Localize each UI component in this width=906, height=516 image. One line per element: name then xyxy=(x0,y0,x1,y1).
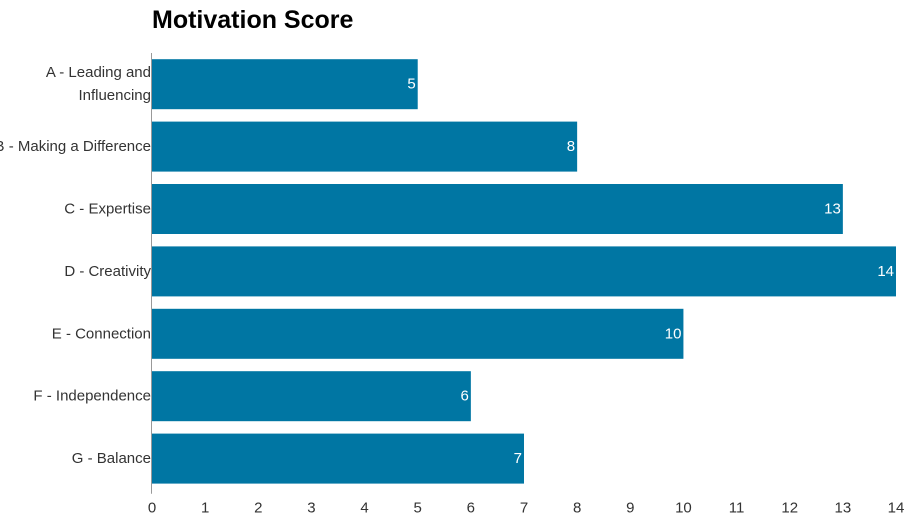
category-label: B - Making a Difference xyxy=(0,138,151,155)
x-tick-label: 2 xyxy=(254,500,262,516)
bar xyxy=(152,433,524,484)
category-label: F - Independence xyxy=(33,388,151,405)
x-axis-ticks-layer: 0 1 2 3 4 5 6 7 8 9 10 11 12 13 14 xyxy=(148,500,905,516)
x-tick-label: 1 xyxy=(201,500,209,516)
category-label: D - Creativity xyxy=(64,263,151,280)
bars-layer xyxy=(152,59,896,484)
x-tick-label: 8 xyxy=(573,500,581,516)
category-label: C - Expertise xyxy=(64,201,151,218)
x-tick-label: 10 xyxy=(675,500,692,516)
x-tick-label: 7 xyxy=(520,500,528,516)
data-label: 14 xyxy=(877,263,894,280)
x-tick-label: 4 xyxy=(360,500,368,516)
bar xyxy=(152,184,843,234)
category-label: A - Leading and Influencing xyxy=(46,64,151,104)
bar xyxy=(152,121,578,172)
data-label: 13 xyxy=(824,201,841,218)
x-tick-label: 11 xyxy=(729,500,745,516)
bar xyxy=(152,308,684,359)
category-label: E - Connection xyxy=(52,325,151,342)
x-tick-label: 3 xyxy=(307,500,315,516)
bar xyxy=(152,59,418,110)
x-tick-label: 0 xyxy=(148,500,156,516)
category-labels-layer: A - Leading and Influencing B - Making a D… xyxy=(0,64,151,467)
x-tick-label: 6 xyxy=(467,500,475,516)
bar xyxy=(152,246,896,297)
data-label: 7 xyxy=(514,450,522,467)
data-label: 8 xyxy=(567,138,575,155)
chart-title: Motivation Score xyxy=(152,6,354,34)
x-tick-label: 13 xyxy=(835,500,852,516)
x-tick-label: 14 xyxy=(888,500,905,516)
x-tick-label: 12 xyxy=(781,500,798,516)
data-label: 6 xyxy=(461,388,469,405)
x-tick-label: 9 xyxy=(626,500,634,516)
data-labels-layer: 5 8 13 14 10 6 7 xyxy=(407,76,894,467)
bar xyxy=(152,371,471,422)
data-label: 5 xyxy=(407,76,415,93)
data-label: 10 xyxy=(665,325,682,342)
x-tick-label: 5 xyxy=(414,500,422,516)
category-label: G - Balance xyxy=(72,450,151,467)
